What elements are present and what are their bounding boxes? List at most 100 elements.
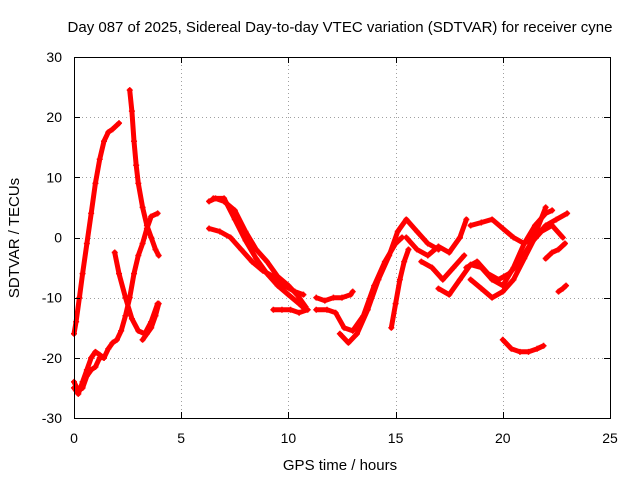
- series-line: [468, 210, 570, 301]
- data-point: [414, 228, 421, 235]
- data-point: [79, 270, 86, 277]
- data-point: [242, 237, 249, 244]
- data-point: [456, 234, 463, 241]
- data-point: [105, 345, 112, 352]
- series-arc23: [555, 282, 570, 295]
- data-point: [154, 210, 161, 217]
- data-point: [139, 240, 146, 247]
- data-point: [392, 300, 399, 307]
- data-point: [296, 300, 303, 307]
- y-tick-label: 0: [54, 230, 62, 246]
- data-point: [296, 309, 303, 316]
- series-arc9: [206, 225, 307, 298]
- series-arc11: [313, 288, 356, 304]
- data-point: [79, 384, 86, 391]
- data-point: [278, 306, 285, 313]
- data-point: [542, 204, 549, 211]
- data-point: [364, 306, 371, 313]
- y-tick-label: -10: [42, 290, 62, 306]
- series-arc20: [467, 210, 571, 301]
- data-point: [467, 222, 474, 229]
- data-point: [484, 270, 491, 277]
- data-point: [424, 252, 431, 259]
- data-point: [499, 336, 506, 343]
- data-point: [135, 180, 142, 187]
- data-point: [116, 120, 123, 127]
- data-series-group: [71, 87, 571, 397]
- data-point: [375, 276, 382, 283]
- data-point: [206, 198, 213, 205]
- data-point: [446, 249, 453, 256]
- series-line: [206, 226, 306, 298]
- data-point: [323, 306, 330, 313]
- data-point: [499, 288, 506, 295]
- data-point: [388, 324, 395, 331]
- data-point: [463, 264, 470, 271]
- data-point: [339, 294, 345, 301]
- series-arc14: [388, 246, 412, 331]
- data-point: [143, 222, 150, 229]
- data-point: [313, 306, 320, 313]
- data-point: [401, 258, 408, 265]
- data-point: [542, 255, 549, 262]
- data-point: [405, 246, 412, 253]
- data-point: [152, 246, 159, 253]
- data-point: [349, 327, 356, 334]
- data-point: [564, 210, 571, 217]
- data-point: [133, 162, 140, 169]
- data-point: [313, 294, 320, 301]
- data-point: [285, 291, 292, 298]
- series-arc3: [71, 354, 108, 394]
- y-tick-labels: -30 -20 -10 0 10 20 30: [42, 49, 62, 426]
- data-point: [210, 195, 217, 202]
- data-point: [521, 240, 528, 247]
- x-tick-label: 5: [177, 430, 185, 446]
- data-point: [135, 252, 142, 259]
- data-point: [291, 288, 298, 295]
- series-line: [313, 289, 356, 304]
- data-point: [259, 267, 266, 274]
- data-point: [227, 234, 234, 241]
- x-tick-label: 15: [388, 430, 404, 446]
- series-arc13: [336, 216, 442, 346]
- data-point: [463, 216, 470, 223]
- data-point: [122, 312, 129, 319]
- data-point: [508, 345, 515, 352]
- data-point: [525, 348, 532, 355]
- data-point: [330, 294, 337, 301]
- data-point: [345, 339, 352, 346]
- series-arc1: [71, 120, 123, 337]
- data-point: [274, 282, 281, 289]
- data-point: [143, 330, 150, 337]
- data-point: [461, 252, 468, 259]
- x-tick-labels: 0 5 10 15 20 25: [70, 430, 618, 446]
- y-tick-label: -30: [42, 410, 62, 426]
- data-point: [238, 246, 245, 253]
- data-point: [435, 285, 442, 292]
- data-point: [75, 387, 82, 394]
- data-point: [221, 195, 228, 202]
- data-point: [510, 276, 517, 283]
- series-line: [463, 223, 566, 283]
- data-point: [92, 363, 99, 370]
- data-point: [478, 285, 485, 292]
- data-point: [122, 294, 129, 301]
- data-point: [148, 213, 155, 220]
- data-point: [128, 315, 135, 322]
- data-point: [139, 336, 146, 343]
- series-line: [127, 87, 162, 258]
- y-tick-label: -20: [42, 350, 62, 366]
- data-point: [474, 258, 481, 265]
- data-point: [478, 219, 485, 226]
- series-arc22: [542, 240, 568, 262]
- data-point: [96, 156, 103, 163]
- data-point: [83, 372, 90, 379]
- data-point: [304, 306, 311, 313]
- data-point: [148, 234, 155, 241]
- data-point: [148, 324, 155, 331]
- chart-title: Day 087 of 2025, Sidereal Day-to-day VTE…: [68, 19, 613, 36]
- data-point: [118, 327, 125, 334]
- series-line: [418, 253, 467, 283]
- data-point: [549, 207, 556, 214]
- x-axis-label: GPS time / hours: [283, 457, 397, 474]
